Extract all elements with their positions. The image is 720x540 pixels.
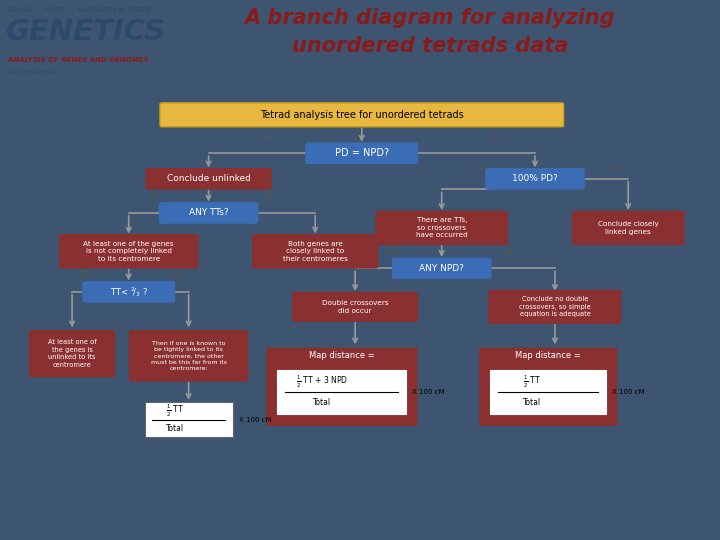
FancyBboxPatch shape (376, 211, 508, 245)
Text: Map distance =: Map distance = (309, 352, 374, 360)
Text: Conclude closely
linked genes: Conclude closely linked genes (598, 221, 659, 234)
Text: Total: Total (166, 424, 184, 433)
FancyBboxPatch shape (480, 348, 617, 426)
Text: Conclude no double
crossovers, so simple
equation is adequate: Conclude no double crossovers, so simple… (519, 296, 591, 318)
FancyBboxPatch shape (130, 330, 248, 381)
Text: Tetrad analysis tree for unordered tetrads: Tetrad analysis tree for unordered tetra… (260, 110, 464, 120)
Text: No: No (477, 164, 487, 173)
FancyBboxPatch shape (392, 258, 491, 279)
Text: Then if one is known to
be tightly linked to its
centromere, the other
must be t: Then if one is known to be tightly linke… (150, 341, 227, 371)
Text: At least one of
the genes is
unlinked to its
centromere: At least one of the genes is unlinked to… (48, 340, 96, 368)
Text: No: No (503, 247, 513, 256)
Text: Yes: Yes (262, 132, 275, 140)
Text: Map distance =: Map distance = (516, 352, 581, 360)
Text: $\mathregular{\frac{1}{2}}$ TT: $\mathregular{\frac{1}{2}}$ TT (523, 373, 541, 389)
Text: Total: Total (523, 399, 541, 407)
Text: No: No (490, 132, 500, 140)
FancyBboxPatch shape (489, 290, 621, 323)
Text: Yes: Yes (608, 164, 621, 173)
Text: DANIEL L. HARTL  ·  ELIZABETH W. JONES: DANIEL L. HARTL · ELIZABETH W. JONES (8, 7, 150, 13)
Text: Yes: Yes (149, 191, 161, 200)
Text: GENETICS: GENETICS (6, 18, 166, 46)
Text: Double crossovers
did occur: Double crossovers did occur (322, 300, 389, 314)
Text: Yes: Yes (389, 247, 401, 256)
Text: unordered tetrads data: unordered tetrads data (292, 36, 568, 56)
FancyBboxPatch shape (306, 143, 418, 164)
Text: Total: Total (312, 399, 331, 407)
Text: X 100 cM: X 100 cM (611, 389, 644, 395)
FancyBboxPatch shape (266, 348, 417, 426)
FancyBboxPatch shape (83, 282, 175, 302)
Text: A branch diagram for analyzing: A branch diagram for analyzing (245, 8, 616, 28)
FancyBboxPatch shape (277, 370, 406, 414)
Text: Conclude unlinked: Conclude unlinked (167, 174, 251, 183)
Text: No: No (264, 191, 274, 200)
FancyBboxPatch shape (30, 330, 114, 377)
Text: At least one of the genes
is not completely linked
to its centromere: At least one of the genes is not complet… (84, 241, 174, 262)
FancyBboxPatch shape (146, 168, 271, 189)
Text: ANY TTs?: ANY TTs? (189, 208, 228, 218)
Text: TT< $^2\!/_3$ ?: TT< $^2\!/_3$ ? (109, 285, 148, 299)
FancyBboxPatch shape (572, 211, 684, 245)
FancyBboxPatch shape (159, 202, 258, 223)
FancyBboxPatch shape (160, 103, 564, 127)
Text: ANY NPD?: ANY NPD? (419, 264, 464, 273)
Text: X 100 cM: X 100 cM (412, 389, 444, 395)
FancyBboxPatch shape (145, 402, 233, 437)
FancyBboxPatch shape (253, 235, 378, 268)
FancyBboxPatch shape (486, 168, 584, 189)
Text: 100% PD?: 100% PD? (512, 174, 558, 183)
Text: $\mathregular{\frac{1}{2}}$ TT: $\mathregular{\frac{1}{2}}$ TT (166, 403, 184, 420)
Text: ANALYSIS OF GENES AND GENOMES: ANALYSIS OF GENES AND GENOMES (8, 57, 148, 63)
FancyBboxPatch shape (490, 370, 606, 414)
Text: There are TTs,
so crossovers
have occurred: There are TTs, so crossovers have occurr… (416, 218, 467, 238)
Text: $\mathregular{\frac{1}{2}}$ TT + 3 NPD: $\mathregular{\frac{1}{2}}$ TT + 3 NPD (296, 373, 348, 389)
FancyBboxPatch shape (60, 235, 198, 268)
Text: Yes: Yes (173, 271, 185, 279)
Text: No: No (80, 271, 91, 279)
Text: PD = NPD?: PD = NPD? (335, 148, 389, 158)
Text: SIXTH EDITION: SIXTH EDITION (8, 70, 55, 75)
FancyBboxPatch shape (292, 292, 418, 321)
Text: Both genes are
closely linked to
their centromeres: Both genes are closely linked to their c… (283, 241, 348, 262)
Text: X 100 cM: X 100 cM (238, 417, 271, 423)
